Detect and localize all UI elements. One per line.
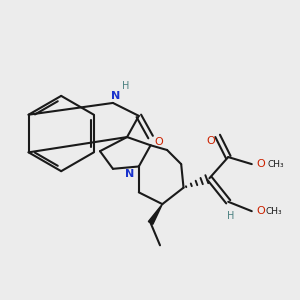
Text: O: O	[256, 159, 265, 169]
Text: H: H	[122, 82, 130, 92]
Text: O: O	[256, 206, 265, 216]
Polygon shape	[148, 204, 162, 224]
Text: H: H	[227, 211, 234, 221]
Text: N: N	[125, 169, 134, 178]
Text: O: O	[154, 137, 163, 147]
Text: CH₃: CH₃	[266, 207, 283, 216]
Text: O: O	[206, 136, 215, 146]
Text: CH₃: CH₃	[267, 160, 284, 169]
Text: N: N	[111, 91, 120, 101]
